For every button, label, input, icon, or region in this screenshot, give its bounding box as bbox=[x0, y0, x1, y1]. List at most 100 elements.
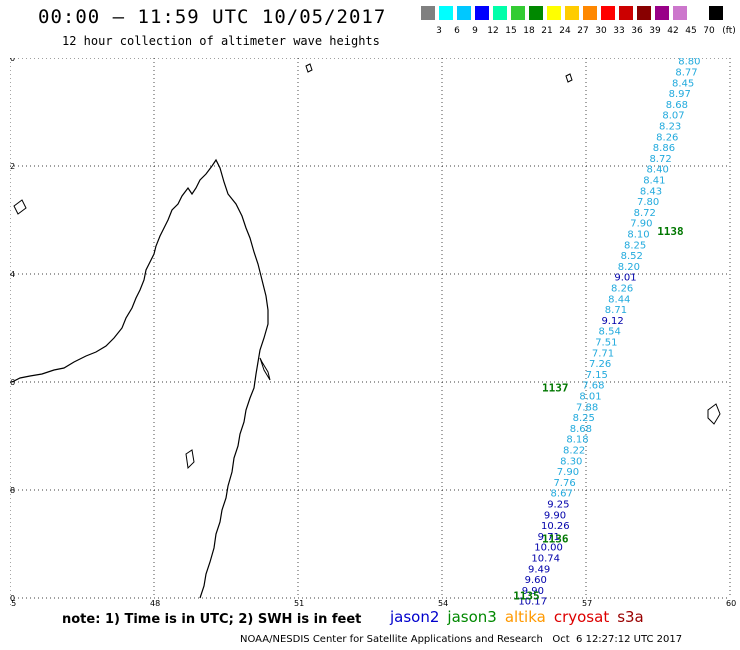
wave-height-value: 8.26 bbox=[611, 284, 633, 295]
wave-height-value: 8.54 bbox=[599, 327, 621, 338]
wave-height-value: 8.10 bbox=[627, 230, 649, 241]
color-scale-label: 70 bbox=[703, 26, 715, 36]
lat-tick-label: -10 bbox=[10, 58, 15, 63]
color-swatch bbox=[565, 6, 579, 20]
wave-height-observations: 8.808.778.458.978.688.078.238.268.868.72… bbox=[518, 58, 700, 606]
lat-tick-label: -16 bbox=[10, 378, 15, 387]
color-swatch bbox=[655, 6, 669, 20]
satellite-legend: jason2 jason3 altika cryosat s3a bbox=[390, 608, 652, 626]
wave-height-value: 8.18 bbox=[566, 435, 588, 446]
map-frame bbox=[10, 58, 730, 598]
wave-height-value: 8.52 bbox=[621, 251, 643, 262]
wave-height-value: 8.67 bbox=[551, 489, 573, 500]
wave-height-value: 7.26 bbox=[589, 359, 611, 370]
color-swatch bbox=[529, 6, 543, 20]
wave-height-value: 8.25 bbox=[573, 413, 595, 424]
color-swatch bbox=[475, 6, 489, 20]
legend-item-altika: altika bbox=[504, 608, 546, 626]
island-b bbox=[13, 199, 27, 215]
wave-height-value: 7.90 bbox=[557, 467, 579, 478]
island-e bbox=[707, 403, 721, 425]
color-scale-label: 30 bbox=[595, 26, 607, 36]
wave-height-value: 8.68 bbox=[570, 424, 592, 435]
wave-height-value: 8.26 bbox=[656, 132, 678, 143]
color-scale-label: 21 bbox=[541, 26, 553, 36]
wave-height-value: 8.20 bbox=[618, 262, 640, 273]
color-scale-label: 39 bbox=[649, 26, 661, 36]
wave-height-value: 9.71 bbox=[538, 532, 560, 543]
wave-height-value: 8.25 bbox=[624, 240, 646, 251]
lon-tick-label: 51 bbox=[294, 599, 304, 606]
color-scale-label: 9 bbox=[472, 26, 478, 36]
wave-height-value: 8.23 bbox=[659, 122, 681, 133]
track-labels: 1138 1137 1136 1135 bbox=[513, 225, 684, 602]
wave-height-value: 7.88 bbox=[576, 402, 598, 413]
color-swatch bbox=[439, 6, 453, 20]
wave-height-value: 9.60 bbox=[525, 575, 547, 586]
wave-height-value: 8.77 bbox=[675, 68, 697, 79]
color-swatch bbox=[691, 6, 705, 20]
legend-item-jason3: jason3 bbox=[447, 608, 497, 626]
track-id-label: 1136 bbox=[542, 533, 569, 546]
lat-tick-label: -18 bbox=[10, 486, 15, 495]
wave-height-value: 10.74 bbox=[531, 554, 560, 565]
color-scale-label: 42 bbox=[667, 26, 679, 36]
track-id-label: 1135 bbox=[513, 589, 540, 602]
color-scale-label: 24 bbox=[559, 26, 571, 36]
color-swatch bbox=[709, 6, 723, 20]
wave-height-value: 8.45 bbox=[672, 78, 694, 89]
color-scale-label: 12 bbox=[487, 26, 499, 36]
wave-height-value: 9.25 bbox=[547, 500, 569, 511]
lon-tick-label: 48 bbox=[150, 599, 160, 606]
lon-tick-label: 57 bbox=[582, 599, 592, 606]
wave-height-value: 8.30 bbox=[560, 456, 582, 467]
latitude-labels: -10 -12 -14 -16 -18 -20 bbox=[10, 58, 15, 603]
wave-height-value: 8.41 bbox=[643, 176, 665, 187]
color-scale-label: 6 bbox=[454, 26, 460, 36]
wave-height-value: 9.01 bbox=[614, 273, 636, 284]
color-scale-label: 27 bbox=[577, 26, 589, 36]
color-swatch bbox=[673, 6, 687, 20]
track-id-label: 1138 bbox=[657, 225, 684, 238]
lat-tick-label: -12 bbox=[10, 162, 15, 171]
wave-height-value: 8.01 bbox=[579, 392, 601, 403]
legend-item-s3a: s3a bbox=[617, 608, 644, 626]
wave-height-value: 7.76 bbox=[553, 478, 575, 489]
credits-line: NOAA/NESDIS Center for Satellite Applica… bbox=[240, 634, 683, 645]
color-swatch bbox=[601, 6, 615, 20]
wave-height-value: 7.90 bbox=[630, 219, 652, 230]
wave-height-value: 8.72 bbox=[649, 154, 671, 165]
wave-height-value: 9.90 bbox=[544, 510, 566, 521]
map-grid bbox=[10, 58, 731, 599]
color-swatch bbox=[421, 6, 435, 20]
color-swatch bbox=[493, 6, 507, 20]
wave-height-value: 7.80 bbox=[637, 197, 659, 208]
color-scale-unit: (ft) bbox=[722, 26, 736, 36]
wave-height-value: 8.43 bbox=[640, 186, 662, 197]
wave-height-value: 9.90 bbox=[522, 586, 544, 597]
wave-height-value: 7.71 bbox=[592, 348, 614, 359]
wave-height-value: 8.68 bbox=[666, 100, 688, 111]
color-swatch bbox=[511, 6, 525, 20]
color-scale-label: 3 bbox=[436, 26, 442, 36]
wave-height-value: 8.86 bbox=[653, 143, 675, 154]
lon-tick-label: 54 bbox=[438, 599, 448, 606]
wave-height-value: 8.44 bbox=[608, 294, 630, 305]
east-coast-line bbox=[199, 158, 269, 599]
color-scale-label: 18 bbox=[523, 26, 535, 36]
wave-height-value: 7.68 bbox=[582, 381, 604, 392]
legend-item-cryosat: cryosat bbox=[553, 608, 610, 626]
wave-height-value: 9.12 bbox=[601, 316, 623, 327]
wave-height-value: 7.15 bbox=[586, 370, 608, 381]
color-scale-label: 33 bbox=[613, 26, 625, 36]
island-c bbox=[185, 449, 195, 470]
color-scale-label: 15 bbox=[505, 26, 517, 36]
wave-height-value: 10.00 bbox=[534, 543, 563, 554]
wave-height-value: 10.26 bbox=[541, 521, 570, 532]
wave-height-value: 8.72 bbox=[634, 208, 656, 219]
track-id-label: 1137 bbox=[542, 381, 569, 394]
coastline bbox=[11, 63, 721, 599]
color-scale-label: 36 bbox=[631, 26, 643, 36]
color-swatch bbox=[457, 6, 471, 20]
color-swatch bbox=[583, 6, 597, 20]
